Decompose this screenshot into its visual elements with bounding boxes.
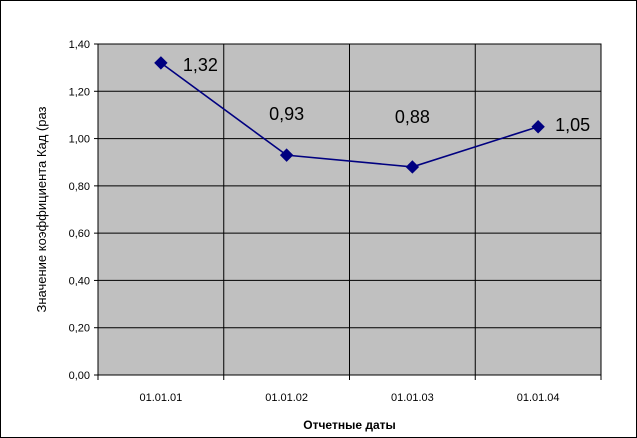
x-axis-title: Отчетные даты [303, 418, 396, 432]
gridlines [98, 43, 601, 376]
data-point-marker [154, 56, 168, 70]
x-tick-label: 01.01.04 [517, 392, 560, 404]
data-label: 0,93 [269, 104, 304, 124]
x-tick-label: 01.01.02 [265, 392, 308, 404]
y-tick-label: 0,60 [69, 228, 90, 240]
y-axis-title: Значение коэффициента Кад (раз [34, 106, 49, 312]
data-label: 1,05 [555, 115, 590, 135]
y-tick-label: 0,20 [69, 323, 90, 335]
y-tick-label: 0,00 [69, 370, 90, 382]
data-point-marker [405, 160, 420, 174]
data-point-marker [531, 120, 545, 134]
data-label: 1,32 [183, 55, 218, 75]
y-tick-label: 1,00 [69, 134, 90, 146]
y-tick-label: 0,80 [69, 181, 90, 193]
x-axis-ticks: 01.01.01 01.01.02 01.01.03 01.01.04 [97, 375, 602, 404]
x-tick-label: 01.01.01 [139, 392, 182, 404]
y-axis-ticks: 0,00 0,20 0,40 0,60 0,80 1,00 1,20 1,40 [69, 39, 98, 382]
data-point-marker [279, 148, 294, 162]
x-tick-label: 01.01.03 [391, 392, 434, 404]
y-tick-label: 0,40 [69, 275, 90, 287]
series-line [160, 62, 539, 168]
data-label: 0,88 [395, 107, 430, 127]
data-labels: 1,32 0,93 0,88 1,05 [183, 55, 590, 135]
y-tick-label: 1,40 [69, 39, 90, 51]
series-group [154, 56, 545, 174]
y-tick-label: 1,20 [69, 86, 90, 98]
